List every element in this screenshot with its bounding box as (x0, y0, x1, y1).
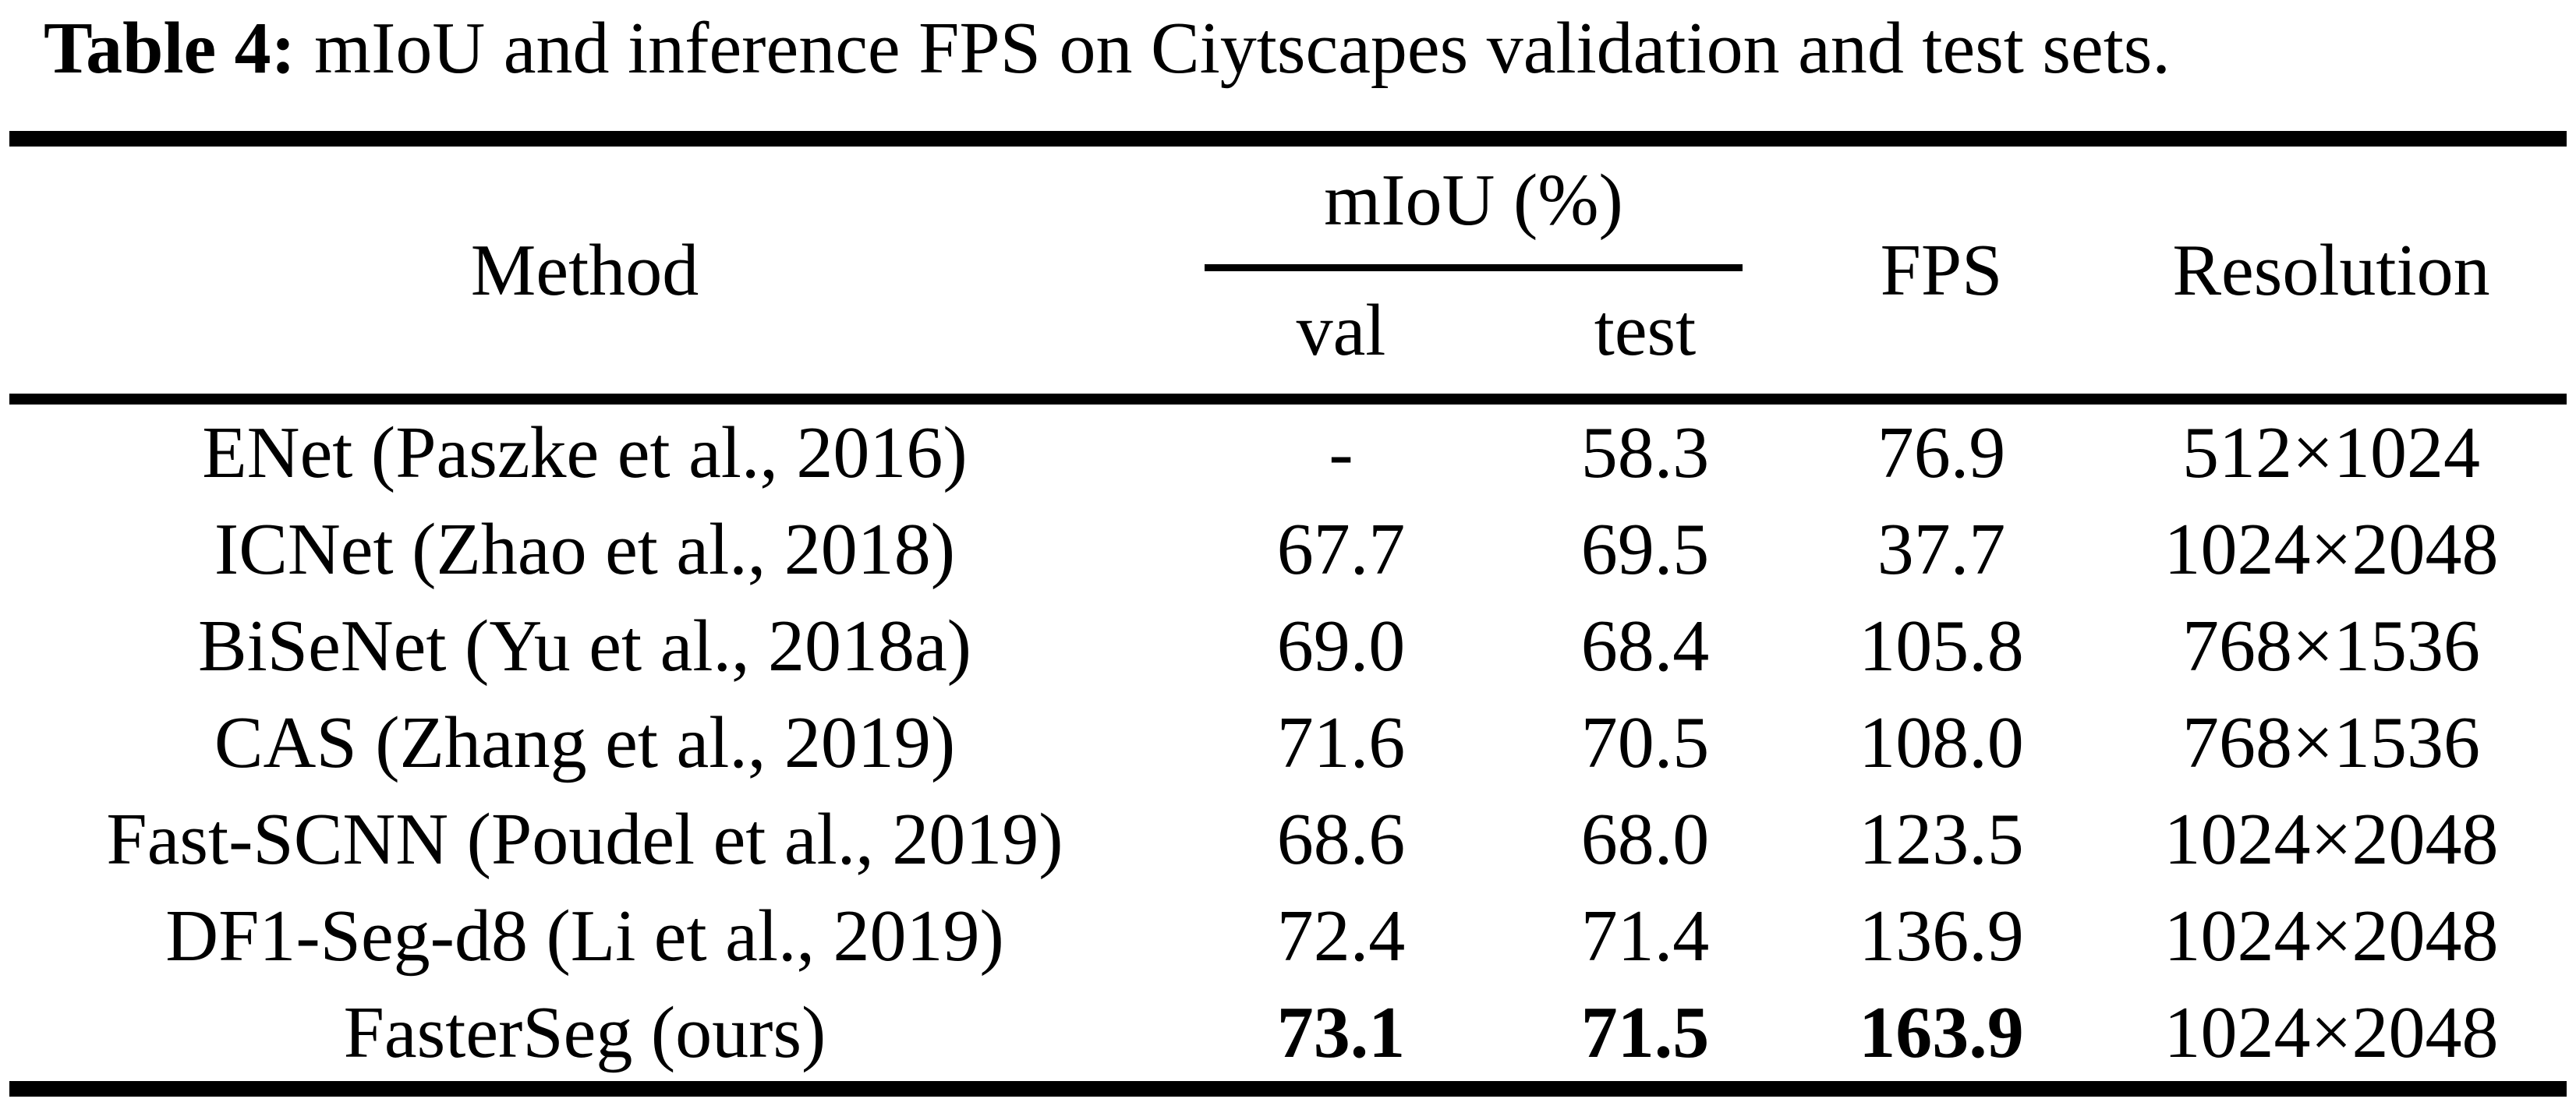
cell-test: 58.3 (1580, 412, 1710, 493)
header-fps: FPS (1880, 229, 2003, 311)
table-row: DF1-Seg-d8 (Li et al., 2019) 72.4 71.4 1… (0, 888, 2576, 984)
cell-val: 69.0 (1276, 606, 1406, 687)
table-row: Fast-SCNN (Poudel et al., 2019) 68.6 68.… (0, 791, 2576, 888)
cell-fps: 108.0 (1859, 702, 2024, 783)
header-val: val (1296, 290, 1386, 371)
top-rule (9, 131, 2567, 147)
cell-resolution: 1024×2048 (2164, 992, 2499, 1073)
table-row: BiSeNet (Yu et al., 2018a) 69.0 68.4 105… (0, 598, 2576, 694)
table-row: ICNet (Zhao et al., 2018) 67.7 69.5 37.7… (0, 501, 2576, 598)
table-row: FasterSeg (ours) 73.1 71.5 163.9 1024×20… (0, 984, 2576, 1081)
cell-val: 72.4 (1276, 896, 1406, 977)
cell-method: BiSeNet (Yu et al., 2018a) (197, 606, 971, 687)
cell-resolution: 1024×2048 (2164, 896, 2499, 977)
cell-test: 70.5 (1580, 702, 1710, 783)
cell-val: 68.6 (1276, 799, 1406, 880)
cell-test: 69.5 (1580, 509, 1710, 590)
cell-val: 67.7 (1276, 509, 1406, 590)
cell-method: CAS (Zhang et al., 2019) (214, 702, 956, 783)
table-row: ENet (Paszke et al., 2016) - 58.3 76.9 5… (0, 405, 2576, 501)
table-caption-text: mIoU and inference FPS on Ciytscapes val… (314, 8, 2171, 89)
header-miou-label: mIoU (%) (1324, 160, 1623, 241)
cell-fps: 136.9 (1859, 896, 2024, 977)
cell-resolution: 768×1536 (2181, 702, 2480, 783)
cell-fps: 123.5 (1859, 799, 2024, 880)
mid-rule (9, 394, 2567, 405)
cell-val: 71.6 (1276, 702, 1406, 783)
table-caption-label: Table 4: (44, 8, 295, 89)
cell-resolution: 768×1536 (2181, 606, 2480, 687)
table-header: Method mIoU (%) val test FPS Resolution (0, 147, 2576, 394)
cell-resolution: 512×1024 (2181, 412, 2480, 493)
cell-test: 68.0 (1580, 799, 1710, 880)
cell-method: DF1-Seg-d8 (Li et al., 2019) (165, 896, 1004, 977)
cell-fps: 37.7 (1877, 509, 2006, 590)
cell-method: Fast-SCNN (Poudel et al., 2019) (106, 799, 1063, 880)
cell-fps: 163.9 (1859, 992, 2024, 1073)
table-body: ENet (Paszke et al., 2016) - 58.3 76.9 5… (0, 405, 2576, 1081)
cell-method: FasterSeg (ours) (343, 992, 826, 1073)
header-test: test (1594, 290, 1697, 371)
cell-test: 71.5 (1580, 992, 1710, 1073)
header-method: Method (470, 229, 699, 311)
cell-test: 68.4 (1580, 606, 1710, 687)
cell-resolution: 1024×2048 (2164, 799, 2499, 880)
cell-val: 73.1 (1276, 992, 1406, 1073)
table-row: CAS (Zhang et al., 2019) 71.6 70.5 108.0… (0, 694, 2576, 791)
cell-val: - (1329, 412, 1353, 493)
header-resolution: Resolution (2172, 229, 2490, 311)
miou-cmidrule (1205, 264, 1743, 271)
header-miou-group: mIoU (%) (1169, 147, 1778, 271)
cell-resolution: 1024×2048 (2164, 509, 2499, 590)
table-caption: Table 4: mIoU and inference FPS on Ciytsc… (0, 0, 2576, 131)
cell-fps: 105.8 (1859, 606, 2024, 687)
cell-fps: 76.9 (1877, 412, 2006, 493)
bottom-rule (9, 1081, 2567, 1097)
cell-method: ICNet (Zhao et al., 2018) (214, 509, 956, 590)
cell-method: ENet (Paszke et al., 2016) (202, 412, 968, 493)
cell-test: 71.4 (1580, 896, 1710, 977)
